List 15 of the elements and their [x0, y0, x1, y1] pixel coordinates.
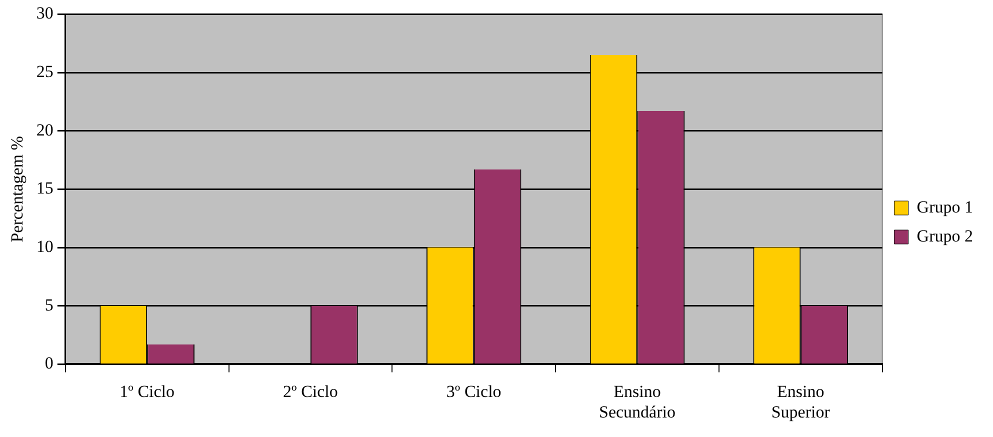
legend-label: Grupo 1	[916, 197, 974, 216]
y-tick-label: 10	[36, 237, 54, 256]
legend-label: Grupo 2	[916, 226, 974, 246]
y-axis-title: Percentagem %	[8, 136, 27, 242]
y-tick-label: 25	[36, 62, 54, 81]
y-tick-label: 5	[44, 295, 54, 314]
y-tick-label: 30	[36, 4, 54, 23]
x-tick-label: 3º Ciclo	[446, 382, 502, 401]
x-tick-label: Ensino Superior	[771, 382, 830, 422]
x-tick-label: 2º Ciclo	[283, 382, 338, 401]
x-tick-label: Ensino Secundário	[598, 382, 676, 422]
x-tick-label: 1º Ciclo	[120, 382, 175, 401]
y-tick-label: 15	[36, 178, 54, 198]
y-tick-label: 20	[36, 120, 54, 140]
y-tick-label: 0	[44, 354, 54, 373]
